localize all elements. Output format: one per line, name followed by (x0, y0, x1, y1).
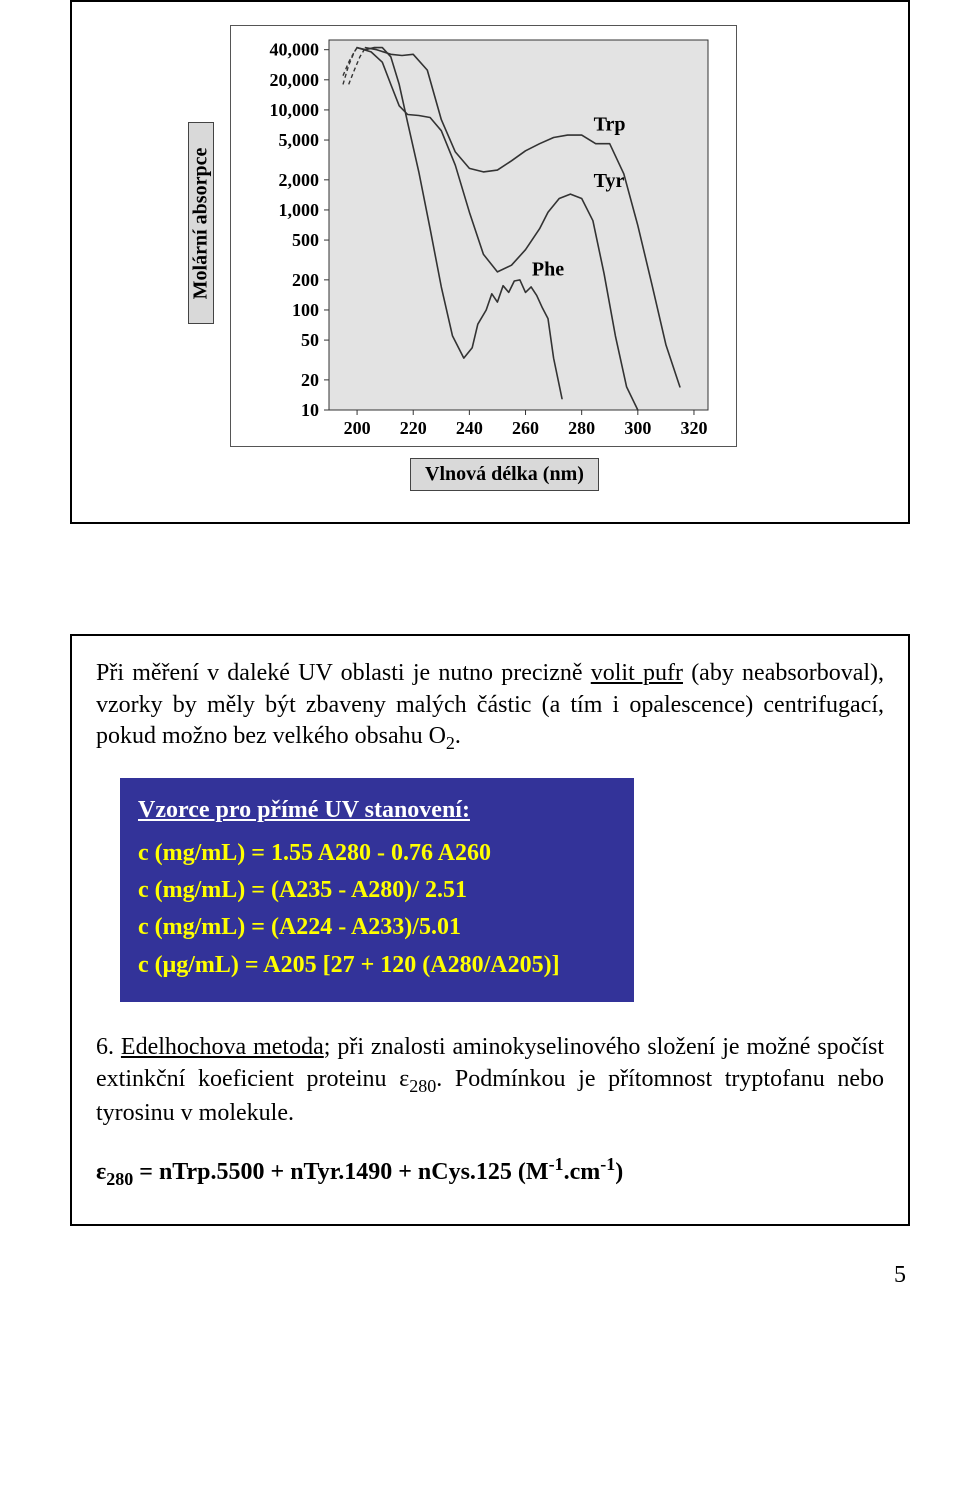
formula-box: Vzorce pro přímé UV stanovení: c (mg/mL)… (120, 778, 634, 1002)
formula-line-2: c (mg/mL) = (A235 - A280)/ 2.51 (138, 872, 616, 909)
svg-text:320: 320 (680, 418, 707, 438)
text-panel: Při měření v daleké UV oblasti je nutno … (70, 634, 910, 1226)
f4mu: μ (163, 952, 177, 978)
svg-text:10: 10 (301, 400, 319, 420)
svg-text:Phe: Phe (532, 259, 564, 281)
yaxis-label-box: Molární absorpce (188, 122, 214, 324)
p1-pre: Při měření v daleké UV oblasti je nutno … (96, 660, 591, 686)
paragraph-2: 6. Edelhochova metoda; při znalosti amin… (96, 1032, 884, 1130)
svg-text:260: 260 (512, 418, 539, 438)
p2-sub: 280 (409, 1075, 436, 1095)
p1-sub: 2 (446, 733, 455, 753)
svg-text:200: 200 (344, 418, 371, 438)
f4a: c ( (138, 952, 163, 978)
svg-text:1,000: 1,000 (279, 200, 320, 220)
eq-b: = nTrp.5500 + nTyr.1490 + nCys.125 (M (133, 1159, 548, 1185)
svg-text:220: 220 (400, 418, 427, 438)
eq-sup1: -1 (549, 1154, 564, 1174)
svg-text:280: 280 (568, 418, 595, 438)
page-number: 5 (70, 1226, 910, 1289)
svg-text:Trp: Trp (594, 114, 626, 136)
chart-wrap: Molární absorpce 40,00020,00010,0005,000… (210, 20, 770, 500)
xaxis-label: Vlnová délka (nm) (410, 458, 599, 491)
formula-line-3: c (mg/mL) = (A224 - A233)/5.01 (138, 909, 616, 946)
svg-text:240: 240 (456, 418, 483, 438)
eq-sup2: -1 (600, 1154, 615, 1174)
eq-eps: ε (96, 1159, 106, 1185)
svg-text:5,000: 5,000 (279, 130, 320, 150)
equation: ε280 = nTrp.5500 + nTyr.1490 + nCys.125 … (96, 1154, 884, 1190)
eq-d: ) (615, 1159, 623, 1185)
svg-text:40,000: 40,000 (270, 40, 320, 60)
paragraph-1: Při měření v daleké UV oblasti je nutno … (96, 658, 884, 756)
chart-panel: Molární absorpce 40,000 20,000 10,000 5,000… (70, 0, 910, 524)
absorbance-chart: 40,000 20,000 10,000 5,000 2,000 1,000 500 200 1… (230, 25, 737, 447)
f4b: g/mL) = A205 [27 + 120 (A280/A205)] (176, 952, 559, 978)
svg-text:100: 100 (292, 300, 319, 320)
p2-underline: Edelhochova metoda (121, 1034, 324, 1060)
svg-text:50: 50 (301, 330, 319, 350)
svg-text:200: 200 (292, 270, 319, 290)
eq-sub: 280 (106, 1169, 133, 1189)
eq-c: .cm (564, 1159, 601, 1185)
p1-underline: volit pufr (591, 660, 683, 686)
svg-text:2,000: 2,000 (279, 170, 320, 190)
svg-text:10,000: 10,000 (270, 100, 320, 120)
yaxis-label: Molární absorpce (190, 147, 213, 299)
svg-text:500: 500 (292, 230, 319, 250)
p2-num: 6. (96, 1034, 121, 1060)
svg-text:20,000: 20,000 (270, 70, 320, 90)
p1-post-b: . (455, 723, 461, 749)
svg-text:Tyr: Tyr (594, 170, 625, 192)
svg-text:300: 300 (624, 418, 651, 438)
svg-text:20: 20 (301, 370, 319, 390)
formula-line-4: c (μg/mL) = A205 [27 + 120 (A280/A205)] (138, 947, 616, 984)
formula-heading: Vzorce pro přímé UV stanovení: (138, 792, 616, 829)
formula-line-1: c (mg/mL) = 1.55 A280 - 0.76 A260 (138, 835, 616, 872)
